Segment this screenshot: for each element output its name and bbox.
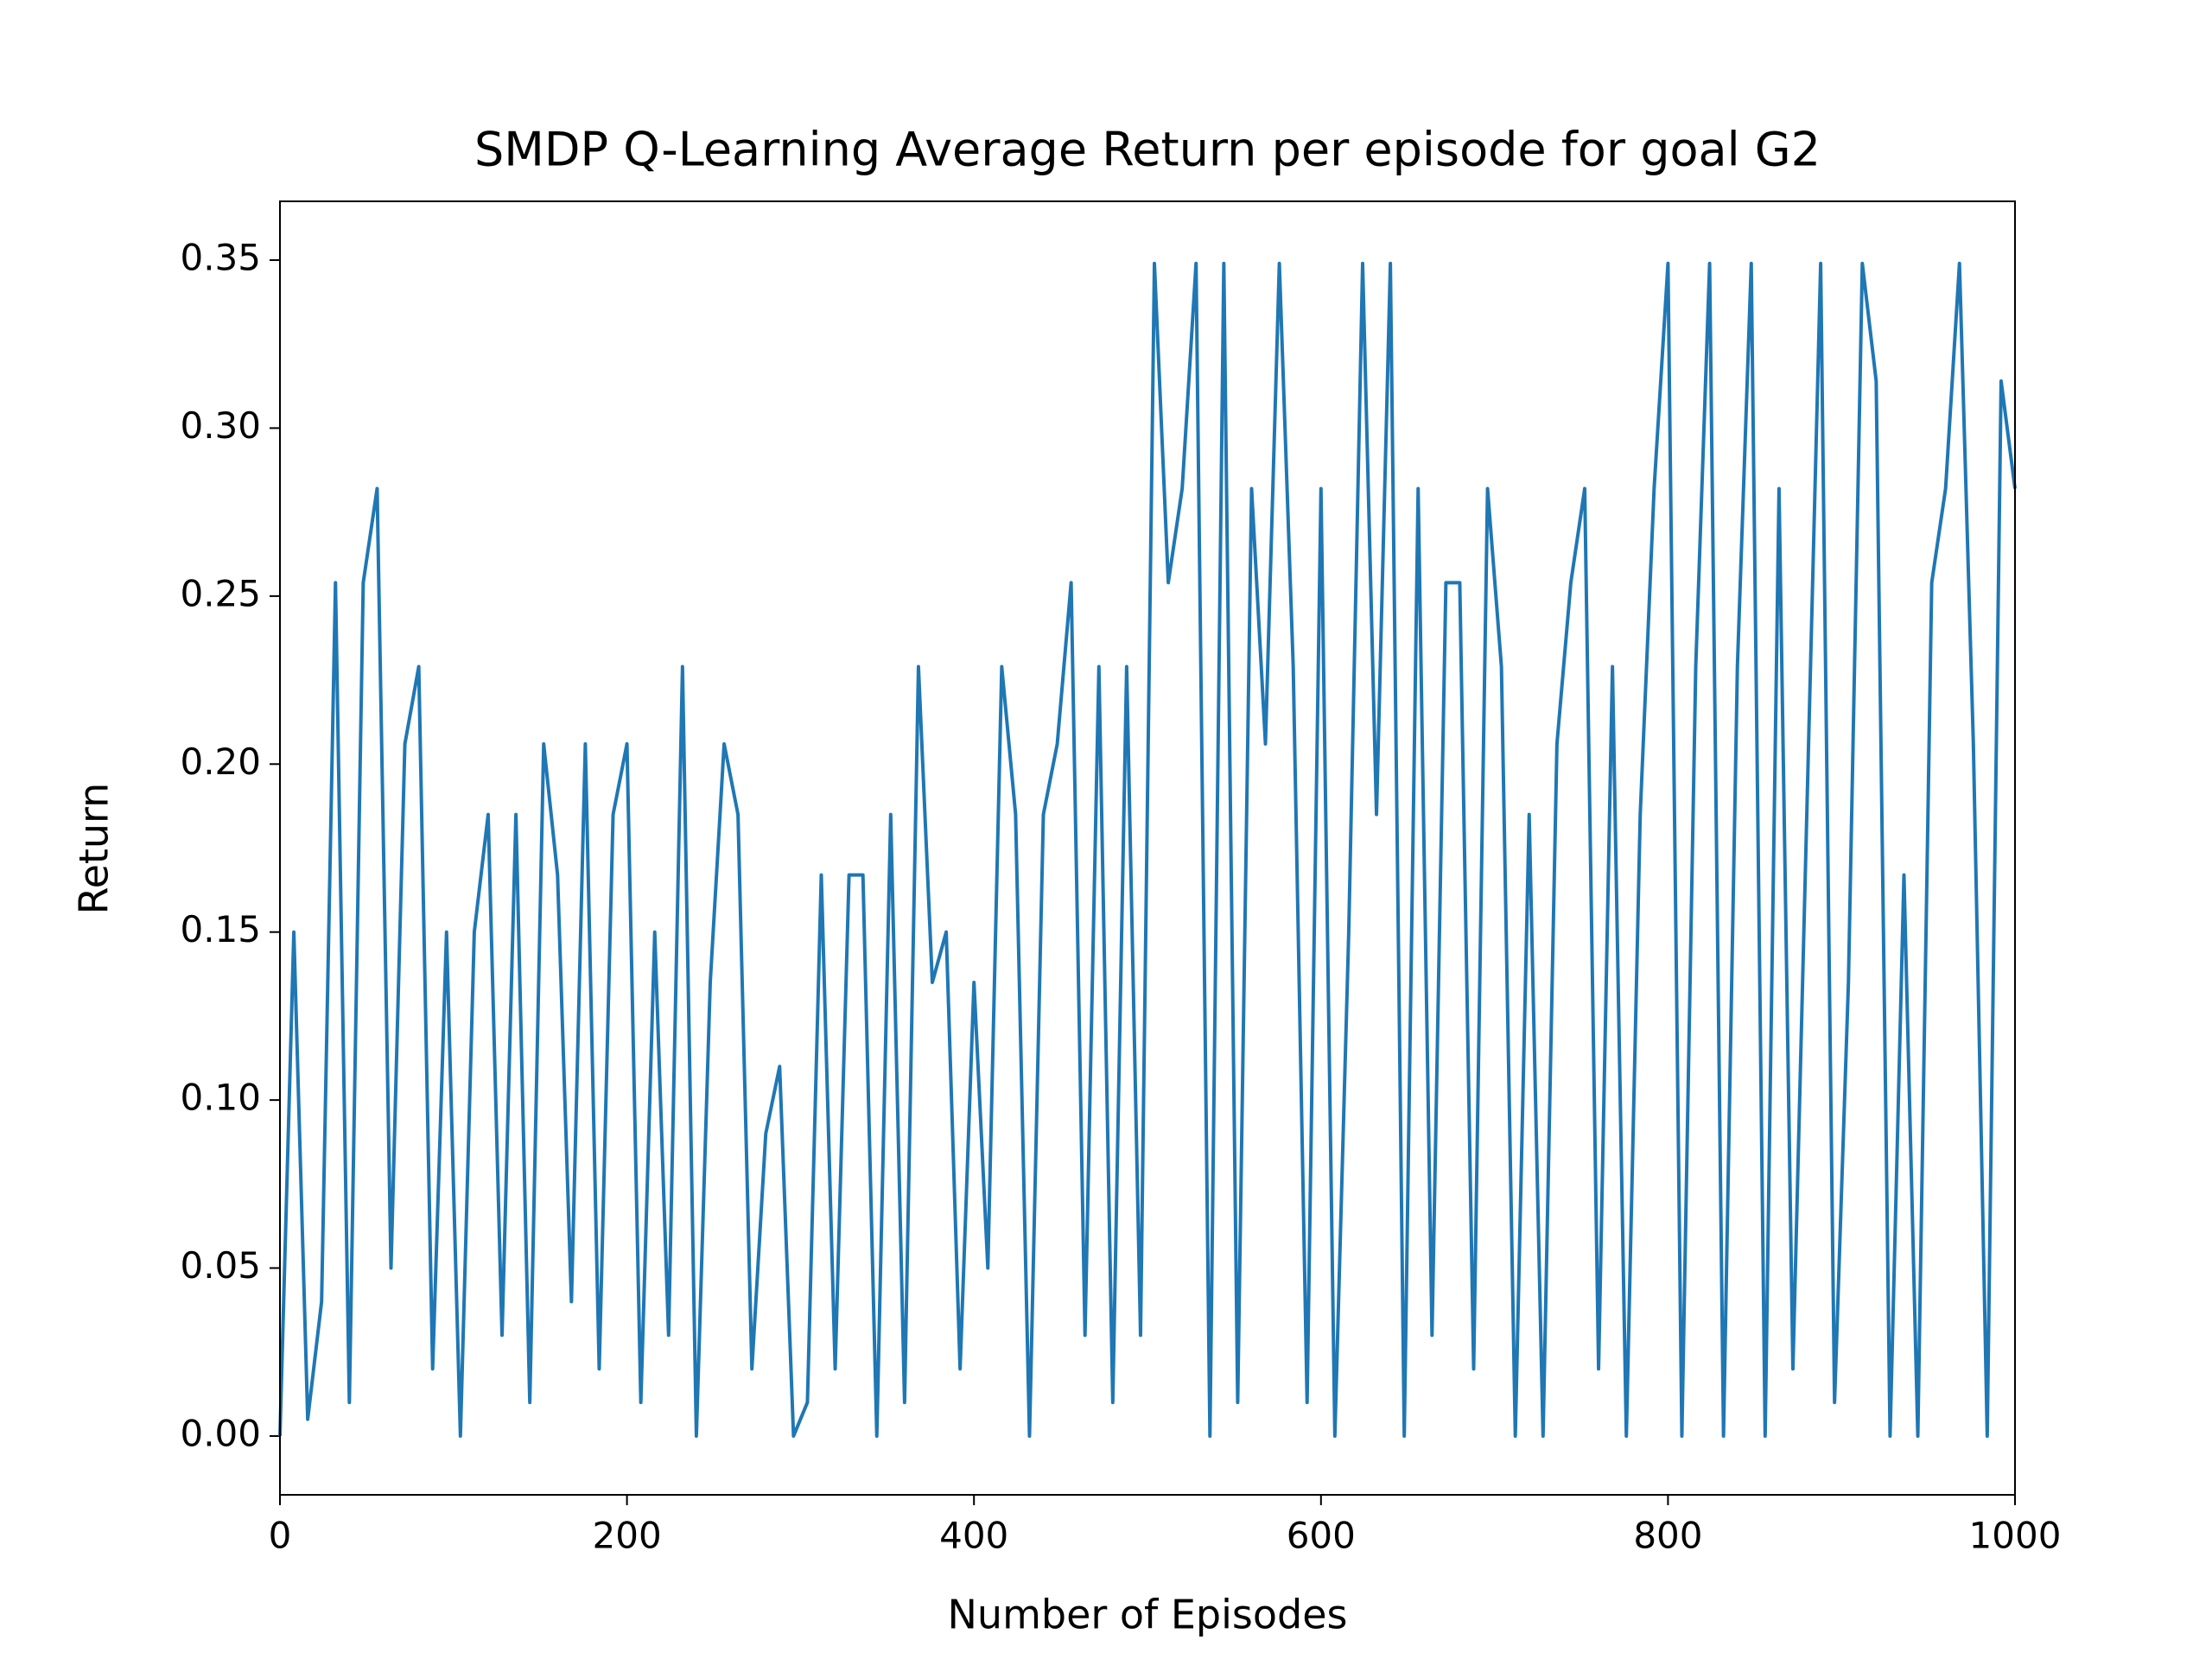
x-tick-label: 800 [1633,1515,1702,1557]
x-tick-label: 200 [593,1515,662,1557]
y-tick-label: 0.20 [180,741,261,783]
y-axis-label: Return [71,783,118,915]
x-tick-label: 400 [939,1515,1008,1557]
x-tick-label: 0 [269,1515,292,1557]
data-line [278,261,2017,1438]
y-tick-label: 0.05 [180,1244,261,1287]
x-axis-label: Number of Episodes [948,1592,1348,1638]
y-tick-label: 0.35 [180,237,261,279]
chart-title: SMDP Q-Learning Average Return per episo… [474,123,1821,177]
y-tick-label: 0.00 [180,1412,261,1454]
x-tick-label: 1000 [1969,1515,2062,1557]
y-tick-label: 0.25 [180,572,261,614]
x-tick-label: 600 [1287,1515,1356,1557]
y-tick-label: 0.10 [180,1077,261,1119]
y-tick-label: 0.30 [180,404,261,447]
plot-frame [279,200,2016,1496]
y-tick-label: 0.15 [180,908,261,950]
